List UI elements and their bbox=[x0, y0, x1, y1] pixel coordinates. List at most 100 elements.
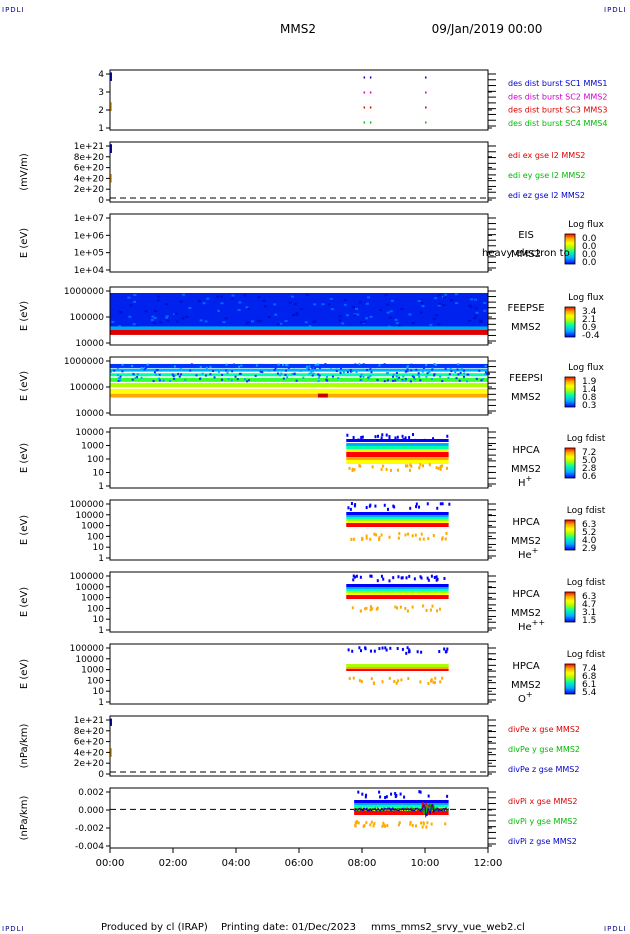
fdist-cell bbox=[409, 506, 412, 510]
panel-frame bbox=[109, 715, 489, 777]
fdist-cell bbox=[414, 438, 417, 442]
flux-cell bbox=[151, 315, 155, 318]
fdist-cell bbox=[404, 533, 407, 537]
flux-band-low bbox=[110, 293, 488, 328]
flux-cell bbox=[338, 315, 342, 318]
fdist-cell bbox=[352, 578, 355, 582]
flux-cell bbox=[383, 380, 386, 383]
y-tick-label: 1e+07 bbox=[74, 214, 104, 224]
fdist-cell bbox=[388, 579, 391, 583]
colorbar-title: Log fdist bbox=[567, 506, 606, 516]
y-tick-label: 2 bbox=[98, 106, 104, 116]
fdist-band bbox=[346, 589, 449, 591]
fdist-cell bbox=[376, 579, 379, 583]
flux-cell bbox=[297, 365, 300, 368]
flux-cell bbox=[411, 375, 414, 378]
flux-cell bbox=[450, 370, 453, 373]
fdist-cell bbox=[422, 464, 425, 468]
fdist-cell bbox=[110, 144, 112, 148]
flux-cell bbox=[197, 300, 201, 303]
fdist-band bbox=[346, 595, 449, 599]
spectrogram bbox=[110, 72, 112, 111]
legend-entry: divPi y gse MMS2 bbox=[508, 817, 577, 826]
flux-cell bbox=[483, 302, 487, 305]
flux-cell bbox=[273, 364, 276, 367]
fdist-cell bbox=[361, 536, 364, 540]
fdist-cell bbox=[374, 435, 377, 439]
flux-cell bbox=[373, 366, 376, 369]
fdist-band bbox=[346, 460, 449, 464]
fdist-cell bbox=[374, 504, 377, 508]
flux-cell bbox=[403, 365, 406, 368]
spacecraft-label: MMS2 bbox=[511, 608, 541, 619]
fdist-cell bbox=[398, 532, 401, 536]
flux-cell bbox=[273, 369, 276, 372]
flux-cell bbox=[222, 321, 226, 324]
fdist-cell bbox=[364, 607, 367, 611]
y-axis-label: (nPa/km) bbox=[19, 724, 30, 769]
fdist-cell bbox=[373, 532, 376, 536]
flux-cell bbox=[308, 372, 311, 375]
flux-cell bbox=[136, 373, 139, 376]
fdist-cell bbox=[110, 179, 112, 183]
y-tick-label: 2e+20 bbox=[74, 759, 105, 769]
fdist-cell bbox=[411, 824, 414, 828]
colorbar-tick: 5.4 bbox=[582, 688, 597, 698]
fdist-cell bbox=[383, 503, 386, 507]
flux-cell bbox=[132, 373, 135, 376]
fdist-band bbox=[346, 512, 449, 515]
flux-cell bbox=[238, 365, 241, 368]
flux-cell bbox=[243, 378, 246, 381]
panel-feepse: 10000 100000 1000000 E (eV) Log flux 3.42.10.… bbox=[19, 286, 604, 349]
flux-cell bbox=[324, 363, 327, 366]
flux-cell bbox=[230, 379, 233, 382]
flux-cell bbox=[319, 366, 322, 369]
fdist-cell bbox=[439, 465, 442, 469]
flux-cell bbox=[290, 295, 294, 298]
fdist-cell bbox=[438, 650, 441, 654]
y-axis-label: (nPa/km) bbox=[19, 796, 30, 841]
y-tick-label: 1e+21 bbox=[74, 142, 104, 152]
flux-cell bbox=[152, 321, 156, 324]
flux-cell bbox=[268, 369, 271, 372]
flux-cell bbox=[179, 368, 182, 371]
flux-cell bbox=[295, 313, 299, 316]
y-tick-label: 1e+04 bbox=[74, 266, 105, 276]
fdist-cell bbox=[400, 576, 403, 580]
fdist-cell bbox=[406, 609, 409, 613]
flux-cell bbox=[285, 369, 288, 372]
fdist-cell bbox=[404, 607, 407, 611]
flux-cell bbox=[121, 370, 124, 373]
flux-cell bbox=[353, 313, 357, 316]
flux-cell bbox=[231, 370, 234, 373]
fdist-cell bbox=[399, 605, 402, 609]
flux-cell bbox=[362, 363, 365, 366]
flux-cell bbox=[378, 309, 382, 312]
flux-cell bbox=[314, 367, 317, 370]
colorbar-tick: 2.1 bbox=[582, 315, 596, 325]
flux-cell bbox=[158, 377, 161, 380]
y-axis-label: E (eV) bbox=[19, 371, 30, 401]
fdist-cell bbox=[397, 536, 400, 540]
time-axis: 00:00 02:00 04:00 06:00 08:00 10:00 12:00 bbox=[96, 848, 502, 869]
colorbar-tick: 2.9 bbox=[582, 544, 597, 554]
fdist-band bbox=[346, 591, 449, 593]
fdist-cell bbox=[110, 72, 112, 76]
fdist-cell bbox=[354, 823, 357, 827]
flux-cell bbox=[443, 296, 447, 299]
fdist-cell bbox=[402, 438, 405, 442]
fdist-cell bbox=[351, 606, 354, 610]
fdist-cell bbox=[390, 792, 393, 796]
y-tick-label: 10 bbox=[93, 615, 105, 625]
fdist-band bbox=[346, 664, 449, 667]
fdist-cell bbox=[407, 650, 410, 654]
flux-cell bbox=[466, 380, 469, 383]
fdist-cell bbox=[427, 681, 430, 685]
y-tick-label: 100000 bbox=[70, 313, 105, 323]
flux-cell bbox=[284, 373, 287, 376]
fdist-cell bbox=[385, 648, 388, 652]
spectrogram bbox=[110, 144, 112, 183]
flux-cell bbox=[421, 368, 424, 371]
flux-band-high bbox=[110, 329, 488, 335]
flux-cell bbox=[469, 305, 473, 308]
